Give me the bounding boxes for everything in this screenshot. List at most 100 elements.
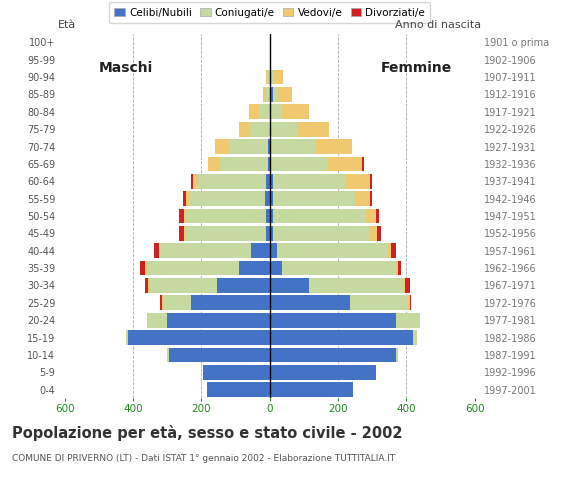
Bar xyxy=(148,278,150,293)
Bar xyxy=(387,243,391,258)
Bar xyxy=(140,261,145,276)
Bar xyxy=(266,87,270,102)
Bar xyxy=(128,330,270,345)
Bar xyxy=(270,104,271,119)
Bar xyxy=(328,156,362,171)
Bar xyxy=(263,87,266,102)
Bar xyxy=(186,191,190,206)
Bar xyxy=(403,278,405,293)
Bar xyxy=(147,261,239,276)
Text: Popolazione per età, sesso e stato civile - 2002: Popolazione per età, sesso e stato civil… xyxy=(12,425,402,441)
Bar xyxy=(191,296,270,310)
Bar xyxy=(396,261,398,276)
Bar xyxy=(408,296,409,310)
Bar xyxy=(147,313,167,328)
Bar xyxy=(277,243,387,258)
Bar xyxy=(206,383,270,397)
Bar xyxy=(268,70,270,84)
Bar xyxy=(268,139,270,154)
Bar xyxy=(270,209,273,223)
Bar xyxy=(270,139,271,154)
Bar xyxy=(273,174,345,189)
Bar xyxy=(270,243,277,258)
Text: Femmine: Femmine xyxy=(381,61,452,75)
Bar xyxy=(396,348,398,362)
Bar xyxy=(126,330,128,345)
Bar xyxy=(355,191,371,206)
Bar xyxy=(203,365,270,380)
Bar xyxy=(297,122,329,136)
Bar xyxy=(169,348,270,362)
Bar xyxy=(316,139,351,154)
Bar xyxy=(405,278,409,293)
Bar xyxy=(409,296,411,310)
Bar xyxy=(266,174,270,189)
Bar xyxy=(271,104,282,119)
Bar xyxy=(220,156,268,171)
Bar xyxy=(215,139,229,154)
Bar xyxy=(396,313,420,328)
Bar xyxy=(413,330,416,345)
Bar xyxy=(208,156,220,171)
Bar xyxy=(249,122,270,136)
Bar xyxy=(150,278,217,293)
Bar xyxy=(273,87,277,102)
Bar xyxy=(273,191,355,206)
Bar xyxy=(161,243,251,258)
Bar xyxy=(270,330,413,345)
Bar xyxy=(239,261,270,276)
Bar xyxy=(309,278,403,293)
Bar xyxy=(270,296,350,310)
Bar xyxy=(282,104,309,119)
Bar xyxy=(277,87,292,102)
Bar xyxy=(270,348,396,362)
Bar xyxy=(270,278,309,293)
Bar xyxy=(271,156,328,171)
Bar xyxy=(270,313,396,328)
Bar xyxy=(266,209,270,223)
Bar xyxy=(270,191,273,206)
Bar xyxy=(270,87,273,102)
Bar xyxy=(376,209,379,223)
Bar xyxy=(193,174,198,189)
Text: COMUNE DI PRIVERNO (LT) - Dati ISTAT 1° gennaio 2002 - Elaborazione TUTTITALIA.I: COMUNE DI PRIVERNO (LT) - Dati ISTAT 1° … xyxy=(12,454,395,463)
Bar xyxy=(198,174,266,189)
Bar xyxy=(239,122,249,136)
Bar xyxy=(273,209,365,223)
Bar xyxy=(191,174,193,189)
Bar xyxy=(179,226,184,241)
Bar xyxy=(186,226,266,241)
Bar xyxy=(186,209,266,223)
Bar xyxy=(161,296,162,310)
Bar xyxy=(350,296,408,310)
Bar xyxy=(179,209,184,223)
Bar xyxy=(371,174,372,189)
Bar xyxy=(154,243,159,258)
Bar xyxy=(167,348,169,362)
Bar xyxy=(270,226,273,241)
Bar xyxy=(271,70,273,84)
Bar xyxy=(217,278,270,293)
Bar xyxy=(270,122,271,136)
Bar xyxy=(391,243,396,258)
Bar xyxy=(145,261,147,276)
Text: Anno di nascita: Anno di nascita xyxy=(396,20,481,30)
Bar xyxy=(273,226,371,241)
Bar xyxy=(184,209,186,223)
Bar xyxy=(164,296,191,310)
Bar xyxy=(183,191,186,206)
Text: Maschi: Maschi xyxy=(99,61,154,75)
Bar xyxy=(159,243,161,258)
Bar xyxy=(270,383,353,397)
Bar xyxy=(371,191,372,206)
Bar xyxy=(345,174,371,189)
Bar xyxy=(377,226,380,241)
Text: Età: Età xyxy=(58,20,76,30)
Bar xyxy=(266,226,270,241)
Bar xyxy=(167,313,270,328)
Bar xyxy=(268,156,270,171)
Bar xyxy=(270,365,376,380)
Bar xyxy=(264,191,270,206)
Bar xyxy=(273,70,284,84)
Bar xyxy=(271,139,316,154)
